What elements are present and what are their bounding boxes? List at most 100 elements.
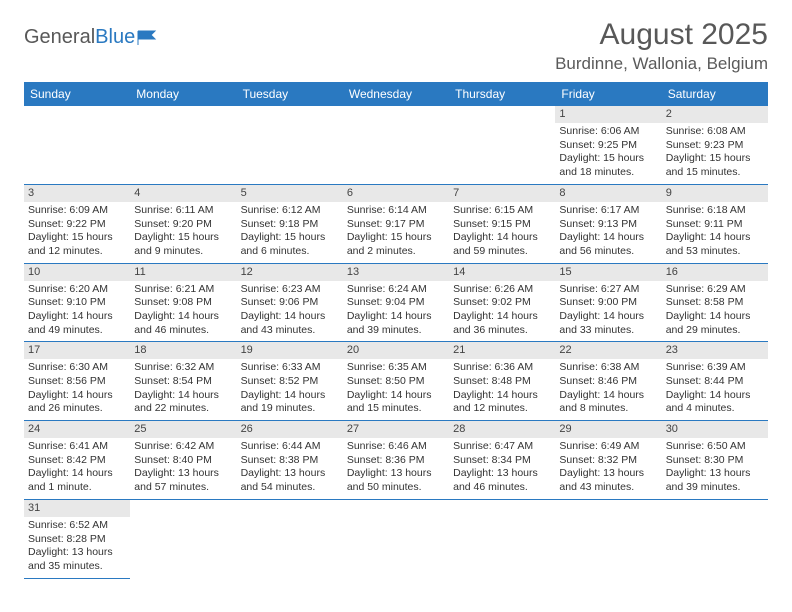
calendar-cell — [24, 106, 130, 184]
calendar-cell: 6Sunrise: 6:14 AMSunset: 9:17 PMDaylight… — [343, 184, 449, 263]
calendar-cell: 28Sunrise: 6:47 AMSunset: 8:34 PMDayligh… — [449, 421, 555, 500]
title-block: August 2025 Burdinne, Wallonia, Belgium — [555, 18, 768, 74]
brand-logo: GeneralBlue — [24, 26, 159, 49]
day-body: Sunrise: 6:06 AMSunset: 9:25 PMDaylight:… — [555, 123, 661, 184]
day-body: Sunrise: 6:38 AMSunset: 8:46 PMDaylight:… — [555, 359, 661, 420]
day-number: 30 — [662, 421, 768, 438]
calendar-cell: 31Sunrise: 6:52 AMSunset: 8:28 PMDayligh… — [24, 499, 130, 578]
calendar-cell — [449, 499, 555, 578]
brand-part2: Blue — [95, 26, 135, 49]
day-body: Sunrise: 6:41 AMSunset: 8:42 PMDaylight:… — [24, 438, 130, 499]
calendar-cell: 18Sunrise: 6:32 AMSunset: 8:54 PMDayligh… — [130, 342, 236, 421]
calendar-cell — [237, 499, 343, 578]
day-number: 4 — [130, 185, 236, 202]
day-body: Sunrise: 6:21 AMSunset: 9:08 PMDaylight:… — [130, 281, 236, 342]
day-body: Sunrise: 6:20 AMSunset: 9:10 PMDaylight:… — [24, 281, 130, 342]
calendar-cell: 4Sunrise: 6:11 AMSunset: 9:20 PMDaylight… — [130, 184, 236, 263]
calendar-cell — [343, 106, 449, 184]
day-number: 17 — [24, 342, 130, 359]
day-body: Sunrise: 6:52 AMSunset: 8:28 PMDaylight:… — [24, 517, 130, 578]
day-number: 31 — [24, 500, 130, 517]
calendar-cell: 15Sunrise: 6:27 AMSunset: 9:00 PMDayligh… — [555, 263, 661, 342]
day-number: 2 — [662, 106, 768, 123]
day-body: Sunrise: 6:46 AMSunset: 8:36 PMDaylight:… — [343, 438, 449, 499]
day-number: 3 — [24, 185, 130, 202]
day-body: Sunrise: 6:49 AMSunset: 8:32 PMDaylight:… — [555, 438, 661, 499]
day-body: Sunrise: 6:26 AMSunset: 9:02 PMDaylight:… — [449, 281, 555, 342]
weekday-header: Saturday — [662, 82, 768, 106]
day-body: Sunrise: 6:09 AMSunset: 9:22 PMDaylight:… — [24, 202, 130, 263]
calendar-cell: 12Sunrise: 6:23 AMSunset: 9:06 PMDayligh… — [237, 263, 343, 342]
calendar-cell: 8Sunrise: 6:17 AMSunset: 9:13 PMDaylight… — [555, 184, 661, 263]
day-number: 12 — [237, 264, 343, 281]
day-number: 27 — [343, 421, 449, 438]
calendar-cell — [130, 499, 236, 578]
calendar-cell: 3Sunrise: 6:09 AMSunset: 9:22 PMDaylight… — [24, 184, 130, 263]
day-number: 5 — [237, 185, 343, 202]
weekday-header: Sunday — [24, 82, 130, 106]
calendar-cell — [555, 499, 661, 578]
day-body: Sunrise: 6:29 AMSunset: 8:58 PMDaylight:… — [662, 281, 768, 342]
day-body: Sunrise: 6:27 AMSunset: 9:00 PMDaylight:… — [555, 281, 661, 342]
calendar-cell: 27Sunrise: 6:46 AMSunset: 8:36 PMDayligh… — [343, 421, 449, 500]
weekday-header: Thursday — [449, 82, 555, 106]
day-number: 18 — [130, 342, 236, 359]
calendar-cell: 23Sunrise: 6:39 AMSunset: 8:44 PMDayligh… — [662, 342, 768, 421]
day-body: Sunrise: 6:30 AMSunset: 8:56 PMDaylight:… — [24, 359, 130, 420]
weekday-header: Monday — [130, 82, 236, 106]
day-number: 28 — [449, 421, 555, 438]
calendar-cell: 30Sunrise: 6:50 AMSunset: 8:30 PMDayligh… — [662, 421, 768, 500]
day-number: 15 — [555, 264, 661, 281]
day-number: 24 — [24, 421, 130, 438]
weekday-header: Tuesday — [237, 82, 343, 106]
day-number: 13 — [343, 264, 449, 281]
day-number: 11 — [130, 264, 236, 281]
calendar-cell: 26Sunrise: 6:44 AMSunset: 8:38 PMDayligh… — [237, 421, 343, 500]
day-body: Sunrise: 6:11 AMSunset: 9:20 PMDaylight:… — [130, 202, 236, 263]
calendar-cell — [130, 106, 236, 184]
calendar-cell: 19Sunrise: 6:33 AMSunset: 8:52 PMDayligh… — [237, 342, 343, 421]
calendar-cell — [343, 499, 449, 578]
calendar-cell: 13Sunrise: 6:24 AMSunset: 9:04 PMDayligh… — [343, 263, 449, 342]
weekday-header: Friday — [555, 82, 661, 106]
day-number: 1 — [555, 106, 661, 123]
day-number: 29 — [555, 421, 661, 438]
calendar-body: 1Sunrise: 6:06 AMSunset: 9:25 PMDaylight… — [24, 106, 768, 578]
day-number: 7 — [449, 185, 555, 202]
day-body: Sunrise: 6:42 AMSunset: 8:40 PMDaylight:… — [130, 438, 236, 499]
calendar-cell: 5Sunrise: 6:12 AMSunset: 9:18 PMDaylight… — [237, 184, 343, 263]
day-body: Sunrise: 6:17 AMSunset: 9:13 PMDaylight:… — [555, 202, 661, 263]
day-number: 26 — [237, 421, 343, 438]
flag-icon — [137, 30, 159, 46]
calendar-cell: 16Sunrise: 6:29 AMSunset: 8:58 PMDayligh… — [662, 263, 768, 342]
day-body: Sunrise: 6:15 AMSunset: 9:15 PMDaylight:… — [449, 202, 555, 263]
day-body: Sunrise: 6:50 AMSunset: 8:30 PMDaylight:… — [662, 438, 768, 499]
calendar-cell: 22Sunrise: 6:38 AMSunset: 8:46 PMDayligh… — [555, 342, 661, 421]
day-number: 20 — [343, 342, 449, 359]
calendar-cell: 10Sunrise: 6:20 AMSunset: 9:10 PMDayligh… — [24, 263, 130, 342]
calendar-table: SundayMondayTuesdayWednesdayThursdayFrid… — [24, 82, 768, 579]
day-body: Sunrise: 6:14 AMSunset: 9:17 PMDaylight:… — [343, 202, 449, 263]
location: Burdinne, Wallonia, Belgium — [555, 54, 768, 74]
day-number: 21 — [449, 342, 555, 359]
day-body: Sunrise: 6:32 AMSunset: 8:54 PMDaylight:… — [130, 359, 236, 420]
calendar-cell — [449, 106, 555, 184]
day-body: Sunrise: 6:36 AMSunset: 8:48 PMDaylight:… — [449, 359, 555, 420]
calendar-cell: 20Sunrise: 6:35 AMSunset: 8:50 PMDayligh… — [343, 342, 449, 421]
day-body: Sunrise: 6:24 AMSunset: 9:04 PMDaylight:… — [343, 281, 449, 342]
day-number: 8 — [555, 185, 661, 202]
day-body: Sunrise: 6:39 AMSunset: 8:44 PMDaylight:… — [662, 359, 768, 420]
day-body: Sunrise: 6:33 AMSunset: 8:52 PMDaylight:… — [237, 359, 343, 420]
calendar-cell — [237, 106, 343, 184]
day-number: 14 — [449, 264, 555, 281]
calendar-cell: 11Sunrise: 6:21 AMSunset: 9:08 PMDayligh… — [130, 263, 236, 342]
day-body: Sunrise: 6:47 AMSunset: 8:34 PMDaylight:… — [449, 438, 555, 499]
day-number: 25 — [130, 421, 236, 438]
brand-part1: General — [24, 26, 95, 49]
day-body: Sunrise: 6:35 AMSunset: 8:50 PMDaylight:… — [343, 359, 449, 420]
calendar-cell: 7Sunrise: 6:15 AMSunset: 9:15 PMDaylight… — [449, 184, 555, 263]
calendar-head: SundayMondayTuesdayWednesdayThursdayFrid… — [24, 82, 768, 106]
header: GeneralBlue August 2025 Burdinne, Wallon… — [24, 18, 768, 74]
calendar-cell: 2Sunrise: 6:08 AMSunset: 9:23 PMDaylight… — [662, 106, 768, 184]
weekday-header: Wednesday — [343, 82, 449, 106]
